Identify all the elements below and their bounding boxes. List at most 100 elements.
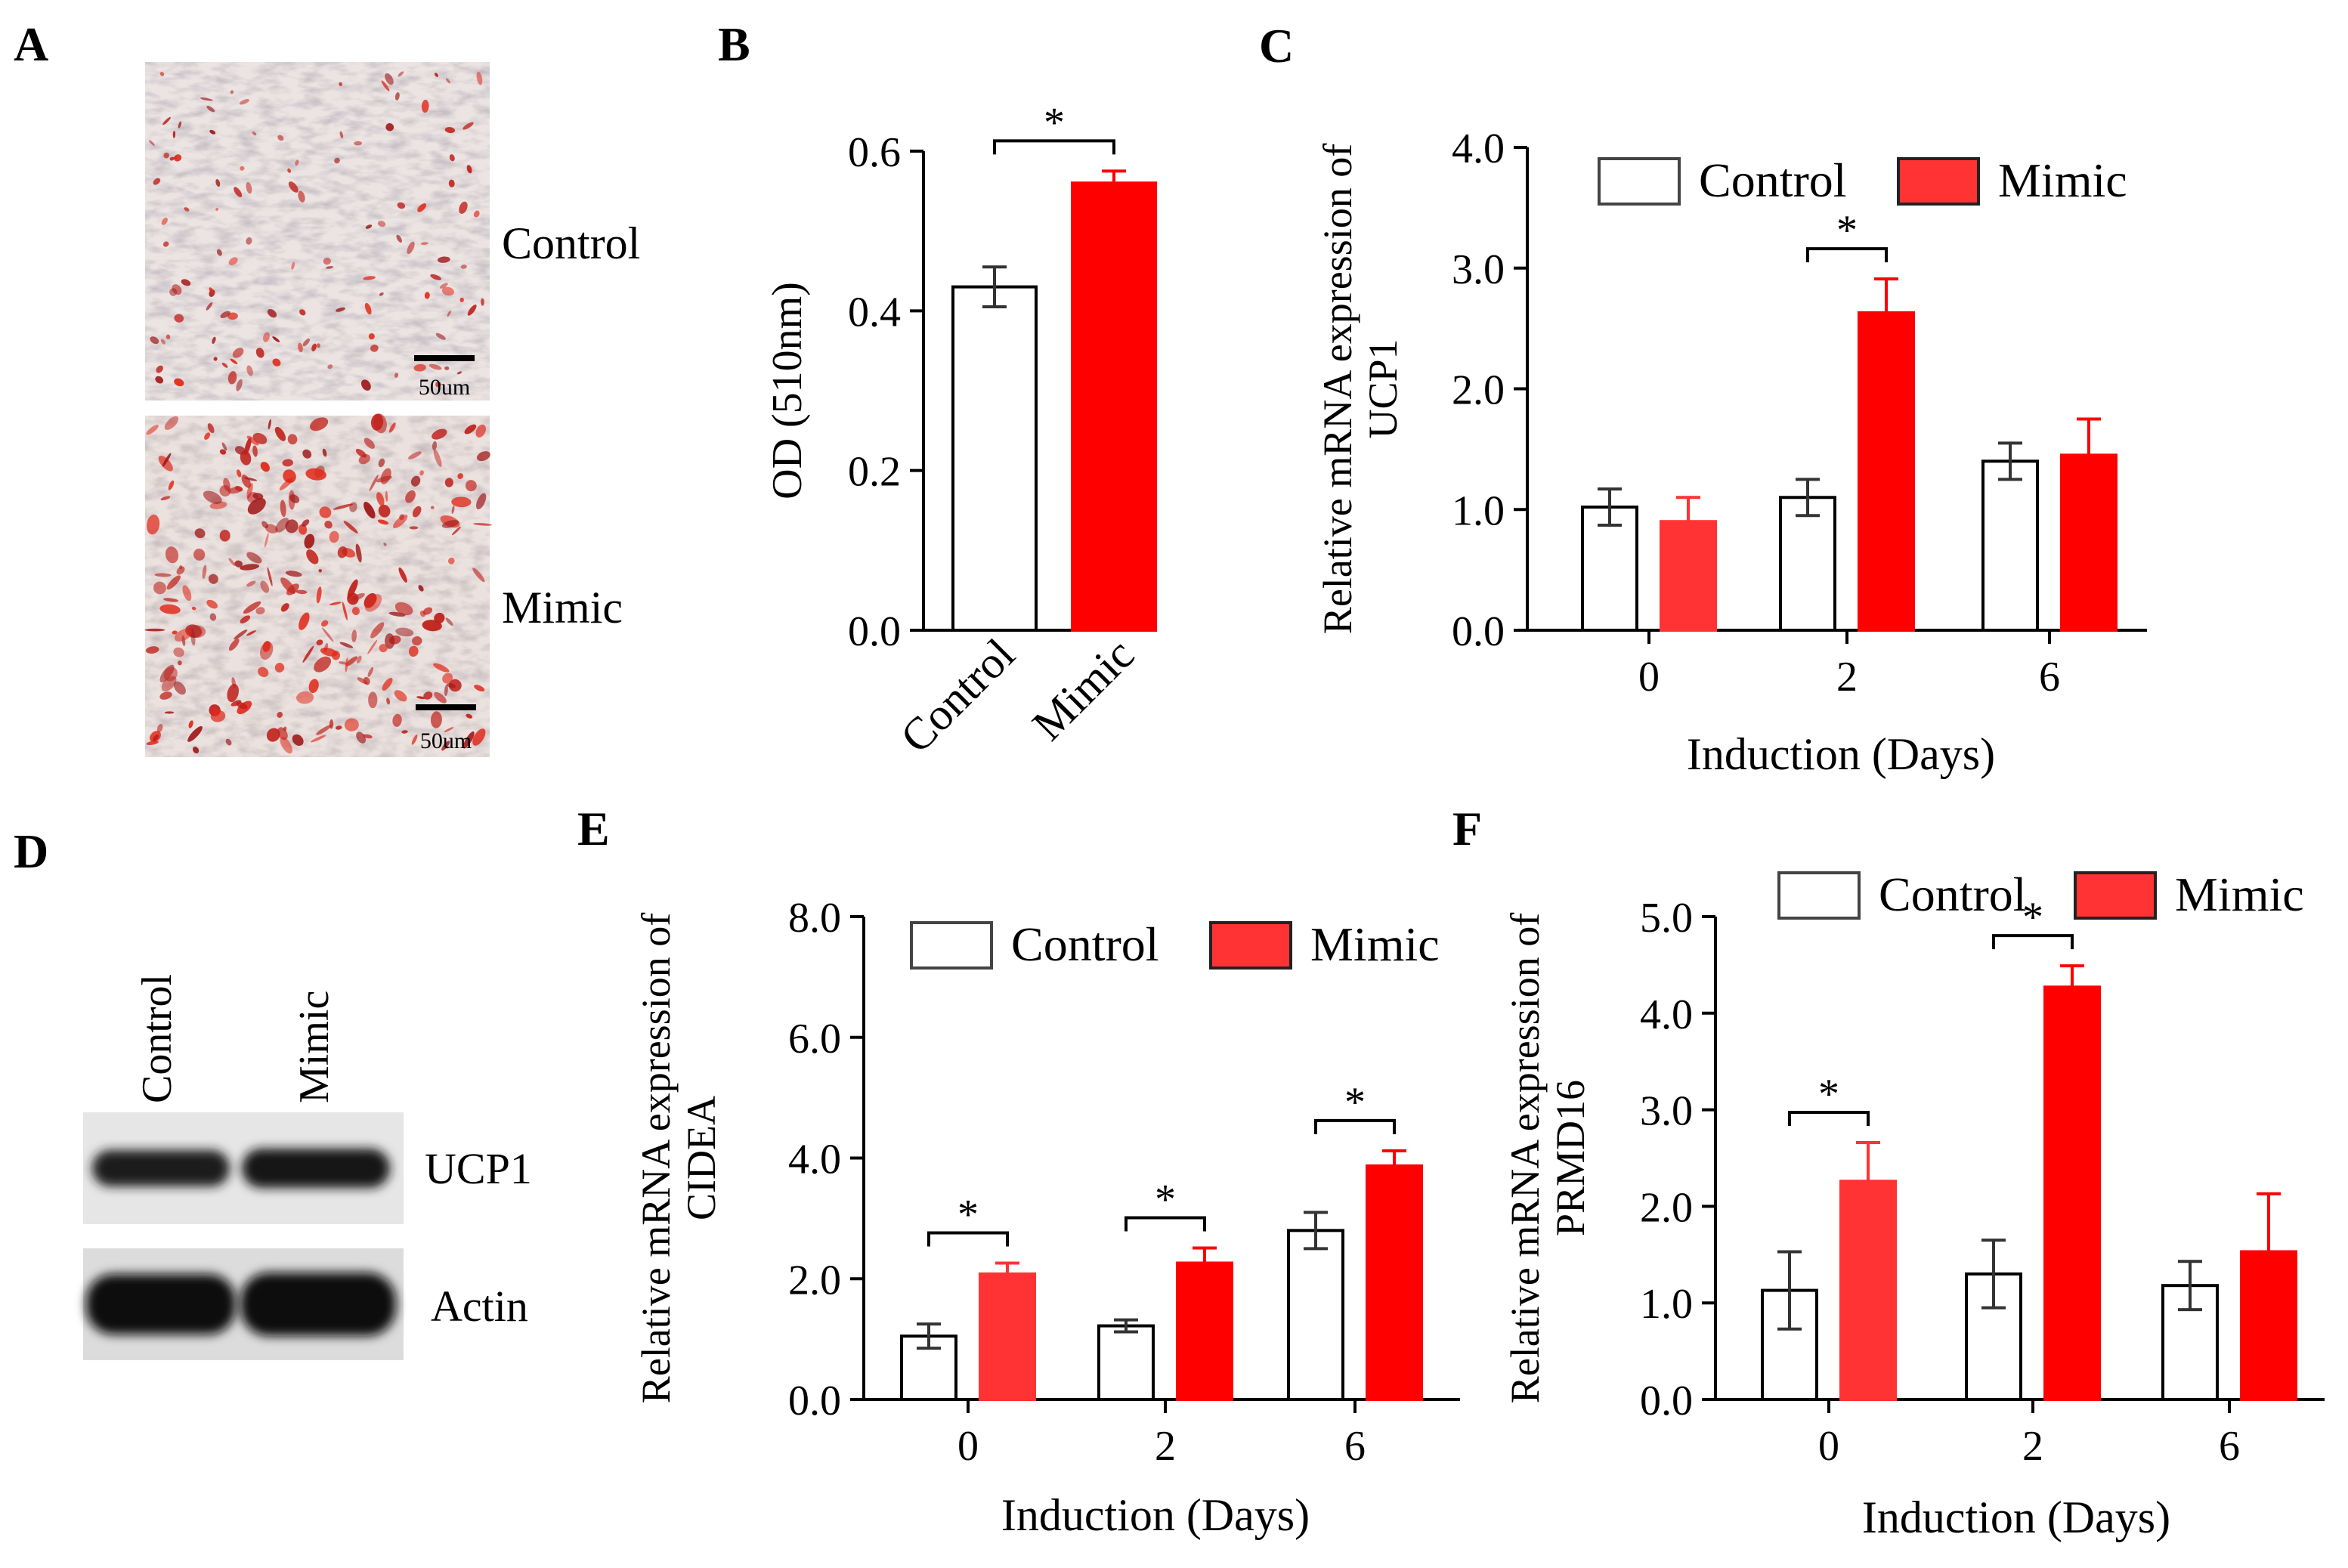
- chart-panel-e: E 0.0 2.0 4.0 6.0 8.0 Relative mRNA expression…: [577, 802, 1460, 1540]
- significance-star-e: *: [1155, 1177, 1176, 1223]
- bar-c-mimic-2: [2060, 453, 2118, 632]
- legend-swatch-e-control: [910, 921, 993, 970]
- x-tick-label-e-1: 2: [1155, 1423, 1176, 1470]
- significance-star-b: *: [1044, 99, 1065, 146]
- y-tick-label-f: 5.0: [1640, 895, 1693, 942]
- panel-f-letter: F: [1452, 802, 1482, 855]
- significance-bracket-f: [1788, 1111, 1870, 1127]
- bar-c-mimic-1: [1858, 311, 1915, 632]
- x-tick-label-c-0: 0: [1638, 654, 1660, 700]
- y-tick-label-f: 1.0: [1640, 1281, 1693, 1328]
- bar-b-1: [1071, 181, 1157, 632]
- y-tick-label-e: 8.0: [788, 895, 841, 942]
- bar-b-0: [951, 285, 1038, 632]
- significance-bracket-b: [993, 139, 1115, 155]
- stain-spots-mimic: [144, 413, 493, 754]
- significance-star-e: *: [1344, 1079, 1366, 1126]
- blot-band-label-ucp1: UCP1: [425, 1144, 532, 1193]
- legend-label-f-mimic: Mimic: [2175, 868, 2304, 921]
- y-axis-label-b: OD (510nm): [764, 282, 811, 499]
- panel-d-letter: D: [14, 824, 48, 878]
- micrograph-mimic: 50um: [144, 413, 493, 757]
- stain-spots-control: [149, 71, 484, 391]
- blot-lane-label-mimic: Mimic: [291, 991, 338, 1103]
- scale-bar-label-control: 50um: [419, 375, 470, 400]
- scale-bar-label-mimic: 50um: [420, 728, 472, 753]
- blot-strip-ucp1: [83, 1112, 404, 1224]
- y-axis-label-e: Relative mRNA expression of: [633, 913, 679, 1403]
- y-axis-label-f-2: PRMD16: [1548, 1080, 1593, 1236]
- significance-star-f: *: [2022, 894, 2043, 941]
- x-tick-label-e-2: 6: [1344, 1423, 1366, 1470]
- legend-label-f-control: Control: [1879, 868, 2027, 921]
- y-tick-label-e: 0.0: [788, 1378, 841, 1424]
- y-tick-label-c: 0.0: [1452, 608, 1505, 655]
- micrograph-label-control: Control: [502, 218, 640, 268]
- scale-bar-mimic: [416, 704, 476, 710]
- micrograph-label-mimic: Mimic: [502, 583, 623, 632]
- y-axis-label-c-2: UCP1: [1360, 339, 1406, 438]
- x-tick-label-f-0: 0: [1818, 1423, 1839, 1470]
- legend-swatch-e-mimic: [1209, 921, 1292, 970]
- bar-f-mimic-0: [1839, 1180, 1897, 1401]
- blot-strip-actin: [83, 1248, 404, 1360]
- y-tick-label-c: 4.0: [1452, 125, 1505, 172]
- significance-bracket-e: [1314, 1118, 1396, 1134]
- legend-label-e-control: Control: [1011, 917, 1159, 971]
- x-tick-label-e-0: 0: [957, 1423, 979, 1470]
- panel-d: D Control Mimic UCP1 Actin: [14, 824, 532, 1360]
- y-tick-label-b: 0.6: [848, 129, 901, 176]
- y-tick-label-e: 2.0: [788, 1257, 841, 1304]
- y-tick-label-f: 4.0: [1640, 991, 1693, 1038]
- bar-f-mimic-2: [2240, 1250, 2297, 1401]
- legend-c: Control Mimic: [1598, 153, 2127, 207]
- bar-f-mimic-1: [2043, 985, 2101, 1401]
- x-tick-label-f-1: 2: [2022, 1423, 2043, 1470]
- y-tick-label-c: 1.0: [1452, 487, 1505, 534]
- legend-e: Control Mimic: [910, 917, 1440, 971]
- bar-e-control-1: [1097, 1324, 1155, 1401]
- bar-c-control-2: [1981, 459, 2039, 632]
- bar-c-mimic-0: [1660, 520, 1717, 632]
- legend-swatch-f-control: [1777, 871, 1861, 920]
- x-tick-label-c-2: 6: [2039, 654, 2060, 700]
- bar-c-control-1: [1779, 496, 1836, 632]
- y-tick-label-b: 0.2: [848, 449, 901, 496]
- legend-swatch-c-mimic: [1897, 157, 1980, 206]
- significance-star-f: *: [1818, 1071, 1839, 1118]
- panel-b-letter: B: [718, 17, 750, 71]
- significance-bracket-e: [1125, 1216, 1206, 1232]
- charts: B0.00.20.40.6OD (510nm)ControlMimic*C0.0…: [577, 17, 2325, 1542]
- y-tick-label-b: 0.0: [848, 608, 901, 655]
- panel-c-letter: C: [1259, 19, 1294, 73]
- blot-band-label-actin: Actin: [431, 1282, 528, 1331]
- legend-label-e-mimic: Mimic: [1310, 917, 1440, 971]
- legend-swatch-c-control: [1598, 157, 1681, 206]
- bar-e-control-2: [1287, 1229, 1344, 1401]
- significance-bracket-c: [1806, 247, 1888, 263]
- chart-panel-f: F 0.0 1.0 2.0 3.0 4.0 5.0 Relative mRNA express…: [1452, 802, 2325, 1542]
- y-axis-label-c: Relative mRNA expression of: [1315, 144, 1360, 634]
- legend-swatch-f-mimic: [2074, 871, 2157, 920]
- significance-star-c: *: [1836, 207, 1858, 254]
- blot-lane-label-control: Control: [134, 974, 181, 1103]
- y-tick-label-c: 3.0: [1452, 246, 1505, 293]
- significance-star-e: *: [957, 1191, 979, 1238]
- x-tick-label-b-0: Control: [891, 629, 1024, 762]
- legend-label-c-control: Control: [1699, 153, 1847, 207]
- x-tick-label-f-2: 6: [2219, 1423, 2240, 1470]
- y-tick-label-e: 6.0: [788, 1016, 841, 1062]
- panel-e-letter: E: [577, 802, 610, 855]
- significance-bracket-e: [927, 1231, 1009, 1247]
- x-axis-label-e: Induction (Days): [1001, 1490, 1310, 1540]
- significance-bracket-f: [1992, 934, 2074, 950]
- x-axis-label-c: Induction (Days): [1687, 729, 1995, 779]
- y-axis-label-e-2: CIDEA: [679, 1096, 724, 1220]
- panel-a-letter: A: [14, 17, 48, 71]
- bar-e-mimic-0: [979, 1272, 1036, 1401]
- x-axis-label-f: Induction (Days): [1862, 1492, 2170, 1542]
- y-tick-label-f: 2.0: [1640, 1184, 1693, 1231]
- y-tick-label-f: 3.0: [1640, 1088, 1693, 1135]
